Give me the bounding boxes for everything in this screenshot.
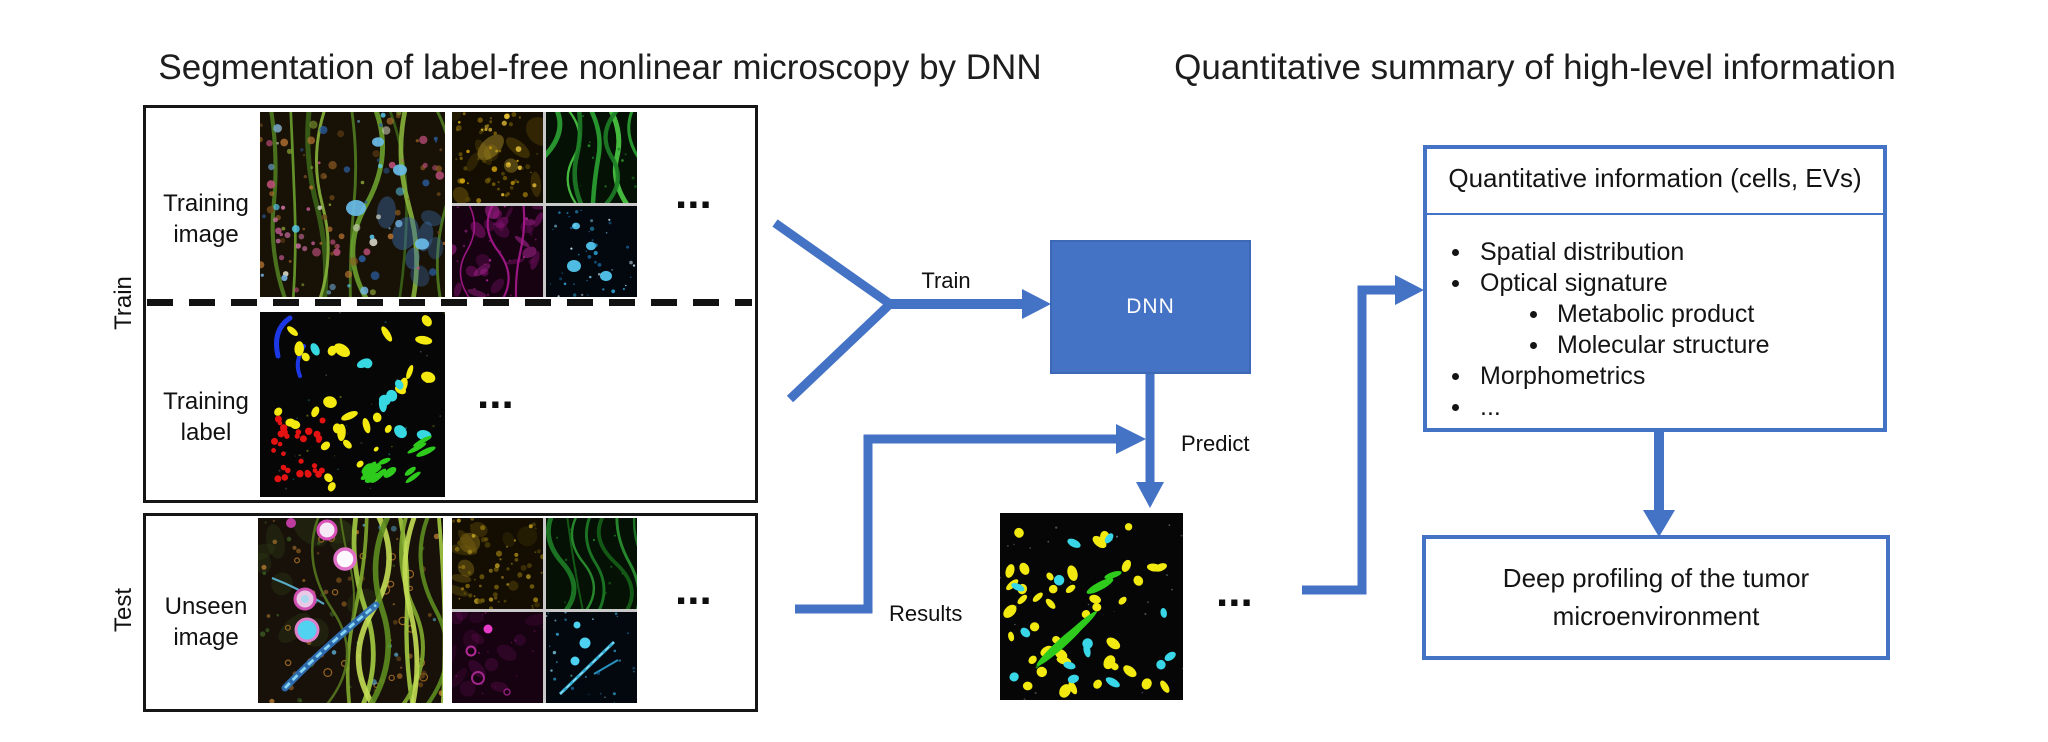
channel-magenta-tile bbox=[452, 206, 543, 297]
test-arrowhead-icon bbox=[1116, 424, 1146, 454]
unseen-channels-grid bbox=[452, 518, 637, 703]
bullet-text: Morphometrics bbox=[1480, 362, 1646, 390]
conclusion-line1: Deep profiling of the tumor bbox=[1502, 562, 1810, 593]
bullet-text: Spatial distribution bbox=[1480, 238, 1685, 266]
training-image-figure bbox=[260, 112, 445, 297]
header-divider bbox=[1427, 213, 1883, 215]
summary-arrowhead-icon bbox=[1395, 275, 1424, 305]
quantitative-info-list: Spatial distribution Optical signature Met… bbox=[1427, 237, 1883, 423]
train-arrow-label: Train bbox=[921, 268, 971, 293]
train-side-label: Train bbox=[110, 276, 137, 330]
dnn-box: DNN bbox=[1050, 240, 1251, 374]
channel-yellow-tile bbox=[452, 112, 543, 203]
bullet-text: Molecular structure bbox=[1557, 331, 1770, 359]
predict-arrow bbox=[1136, 370, 1164, 508]
bullet-dot bbox=[1530, 311, 1537, 318]
bullet-item: Morphometrics bbox=[1427, 361, 1883, 392]
bullet-item: Optical signature bbox=[1427, 268, 1883, 299]
channel-cyan-tile bbox=[546, 206, 637, 297]
channel-yellow-tile bbox=[452, 518, 543, 609]
prediction-result-figure bbox=[1000, 513, 1183, 700]
training-label-figure bbox=[260, 312, 445, 497]
result-ellipsis: ... bbox=[1216, 567, 1253, 616]
channel-cyan-tile bbox=[546, 612, 637, 703]
training-label-label: Training label bbox=[163, 388, 249, 447]
bullet-text: Metabolic product bbox=[1557, 300, 1755, 328]
conclusion-arrowhead-icon bbox=[1643, 510, 1675, 537]
left-panel-title: Segmentation of label-free nonlinear mic… bbox=[158, 48, 1042, 87]
quantitative-info-header: Quantitative information (cells, EVs) bbox=[1448, 163, 1862, 193]
results-to-summary-arrow bbox=[1302, 275, 1424, 595]
bullet-text: ... bbox=[1480, 393, 1501, 421]
training-image-ellipsis: ... bbox=[675, 169, 712, 218]
results-arrow-label: Results bbox=[889, 601, 963, 626]
channel-magenta-tile bbox=[452, 612, 543, 703]
summary-to-conclusion-arrow bbox=[1643, 428, 1675, 537]
unseen-image-ellipsis: ... bbox=[675, 565, 712, 614]
train-arrowhead-icon bbox=[1022, 289, 1051, 319]
train-merge-arrow bbox=[772, 219, 1051, 403]
predict-arrow-label: Predict bbox=[1181, 431, 1250, 456]
train-test-divider bbox=[147, 299, 752, 306]
conclusion-box: Deep profiling of the tumor microenviron… bbox=[1422, 535, 1890, 660]
channel-green-tile bbox=[546, 112, 637, 203]
channel-green-tile bbox=[546, 518, 637, 609]
quantitative-info-box: Quantitative information (cells, EVs) Sp… bbox=[1423, 145, 1887, 432]
test-box bbox=[143, 513, 758, 712]
test-side-label: Test bbox=[110, 588, 137, 633]
bullet-dot bbox=[1530, 342, 1537, 349]
bullet-dot bbox=[1452, 249, 1459, 256]
training-image-label: Training image bbox=[163, 190, 249, 249]
bullet-dot bbox=[1452, 404, 1459, 411]
bullet-item: Metabolic product bbox=[1427, 299, 1883, 330]
conclusion-line2: microenvironment bbox=[1552, 600, 1760, 631]
unseen-image-label: Unseen image bbox=[164, 593, 248, 652]
bullet-item: ... bbox=[1427, 392, 1883, 423]
bullet-dot bbox=[1452, 280, 1459, 287]
training-label-ellipsis: ... bbox=[477, 369, 514, 418]
bullet-item: Molecular structure bbox=[1427, 330, 1883, 361]
bullet-item: Spatial distribution bbox=[1427, 237, 1883, 268]
unseen-image-figure bbox=[258, 518, 443, 703]
bullet-dot bbox=[1452, 373, 1459, 380]
bullet-text: Optical signature bbox=[1480, 269, 1668, 297]
predict-arrowhead-icon bbox=[1136, 482, 1164, 508]
right-panel-title: Quantitative summary of high-level infor… bbox=[1174, 48, 1896, 87]
training-channels-grid bbox=[452, 112, 637, 297]
